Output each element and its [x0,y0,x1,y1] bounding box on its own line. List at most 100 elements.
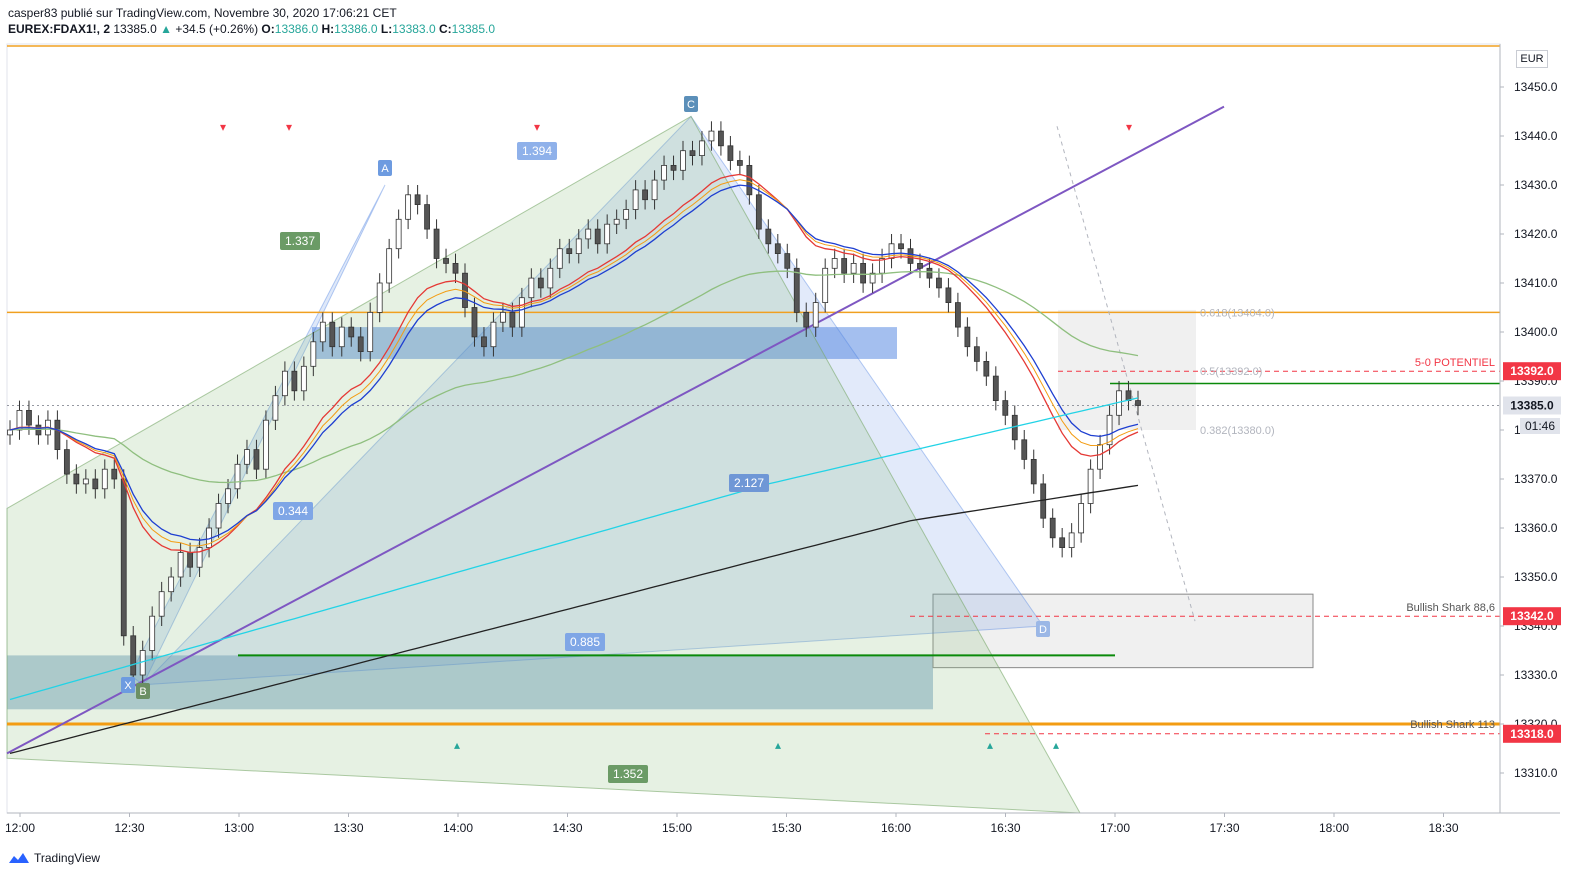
candle [736,150,743,176]
candle-body [1068,532,1075,549]
candle [661,155,667,190]
candle-body [708,130,715,142]
candle-body [424,204,430,230]
candle [841,248,848,283]
candle [992,366,999,411]
x-tick-label: 15:30 [771,821,801,835]
candle [291,361,298,401]
candle [405,185,412,230]
candle [1049,508,1056,548]
candle-body [177,552,184,578]
candle-body [26,409,32,426]
price-label: 13318.0 [1510,727,1554,741]
fib-label: 0.618(13404.0) [1200,307,1275,319]
point-a: A [381,163,389,175]
candle-body [414,194,421,206]
candle [822,258,829,313]
annotation-shark-113: Bullish Shark 113 [1410,719,1495,731]
x-tick-label: 12:30 [114,821,144,835]
candle [680,140,686,181]
candle [954,292,961,337]
candle-body [452,262,459,274]
candle-body [575,238,582,254]
candle [632,180,639,220]
candle-body [727,145,734,161]
candle-body [73,473,80,485]
candle-body [291,370,298,392]
ma-orange [9,179,1139,547]
candle [424,194,430,239]
candle [111,459,118,489]
candle [708,121,715,151]
candle-body [746,164,753,196]
candle [215,493,222,538]
candle [386,238,393,293]
candle-body [537,277,544,289]
candle-body [319,321,326,343]
x-tick-label: 17:30 [1209,821,1239,835]
low-value: 13383.0 [392,22,436,36]
candle [149,606,156,661]
y-tick-label: 13370.0 [1514,472,1558,486]
footer[interactable]: TradingView [8,851,100,865]
candle [1002,390,1009,426]
candle [869,263,876,293]
candle [130,626,137,685]
candle-body [642,189,648,201]
x-tick-label: 17:00 [1100,821,1130,835]
candle-body [7,429,13,436]
symbol-label[interactable]: EUREX:FDAX1!, 2 [8,22,111,36]
candle [945,278,952,313]
candle-body [632,189,639,210]
candle-body [1059,537,1066,548]
candle [926,258,933,288]
candle-body [149,615,156,651]
candle-body [130,635,137,676]
candle [253,439,260,479]
candle [964,317,971,357]
point-d: D [1039,624,1047,636]
candle [329,312,336,357]
candle-body [793,267,800,313]
point-x-bg [121,677,135,693]
y-tick-label: 13430.0 [1514,178,1558,192]
x-tick-label: 12:00 [5,821,35,835]
candle-body [1002,400,1009,416]
candle [471,297,478,347]
candle-body [831,258,838,269]
ratio-1352-bg [608,765,648,783]
publish-line: casper83 publié sur TradingView.com, Nov… [8,6,397,20]
candle [689,140,696,166]
candle-body [490,321,497,348]
candle-body [936,277,942,289]
candle-body [917,262,923,269]
candle-body [945,287,952,303]
candle [1135,390,1141,416]
x-tick-label: 14:30 [552,821,582,835]
candle [670,155,677,181]
candle-body [964,326,971,348]
candle-body [869,272,876,284]
candle-body [196,547,203,568]
currency-button[interactable]: EUR [1516,50,1548,68]
candle-body [983,360,990,377]
x-tick-label: 13:00 [224,821,254,835]
ratio-2127-bg [729,474,769,492]
ratio-0885: 0.885 [570,635,600,649]
candle [82,469,89,494]
candle-body [263,419,269,470]
point-b: B [139,686,146,698]
candle-body [215,503,222,529]
candle-body [1021,439,1028,460]
candle-body [755,194,762,230]
candle-body [528,277,535,299]
candle-body [82,478,89,485]
countdown-label: 01:46 [1525,419,1555,433]
candle-body [765,228,772,245]
x-tick-label: 15:00 [662,821,692,835]
candle [263,410,269,479]
ratio-0885-bg [565,633,605,651]
price-label: 13385.0 [1510,399,1554,413]
high-label: H: [321,22,335,36]
